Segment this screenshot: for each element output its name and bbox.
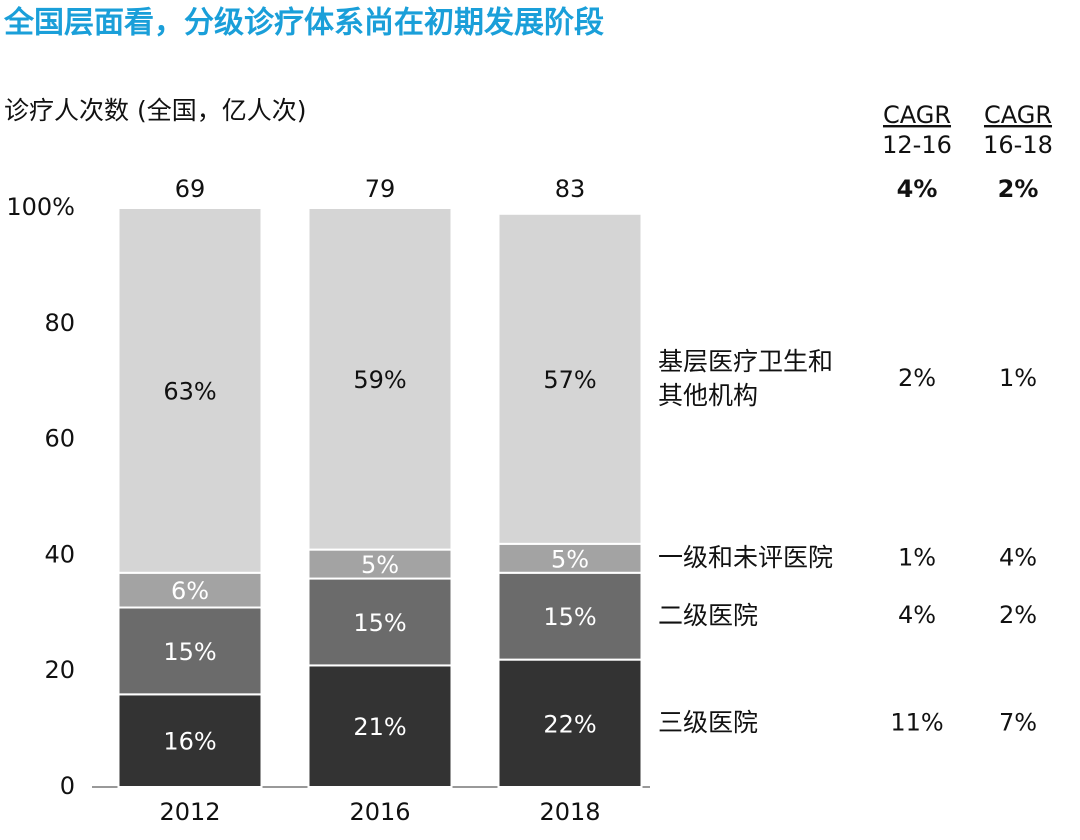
data-label: 22% (543, 710, 596, 738)
cagr-value: 4% (898, 601, 936, 629)
bar-segment (497, 542, 643, 574)
bar-segment (307, 577, 453, 667)
y-tick-label: 20 (44, 656, 75, 684)
data-label: 15% (163, 638, 216, 666)
bar-segment (307, 664, 453, 788)
x-tick-label: 2016 (349, 798, 410, 826)
data-label: 5% (361, 551, 399, 579)
data-label: 5% (551, 545, 589, 573)
cagr-value: 1% (999, 364, 1037, 392)
x-tick-label: 2012 (159, 798, 220, 826)
total-cagr: 2% (998, 175, 1039, 203)
x-tick-label: 2018 (539, 798, 600, 826)
bar-segment (497, 658, 643, 788)
legend-label: 一级和未评医院 (658, 543, 834, 573)
data-label: 21% (353, 713, 406, 741)
cagr-value: 11% (890, 708, 943, 736)
cagr-header: 12-16 (882, 131, 952, 159)
chart-title: 全国层面看，分级诊疗体系尚在初期发展阶段 (3, 6, 604, 41)
cagr-header: 16-18 (983, 131, 1053, 159)
data-label: 57% (543, 366, 596, 394)
legend-label: 三级医院 (658, 708, 759, 738)
data-label: 15% (353, 609, 406, 637)
y-tick-label: 60 (44, 425, 75, 453)
y-tick-label: 80 (44, 309, 75, 337)
bar-segment (497, 212, 643, 545)
y-tick-label: 100% (6, 193, 75, 221)
bar-segment (117, 207, 263, 574)
cagr-header: CAGR (984, 101, 1052, 129)
cagr-value: 2% (999, 601, 1037, 629)
y-axis-title: 诊疗人次数 (全国，亿人次) (4, 96, 306, 125)
legend-label: 二级医院 (658, 601, 759, 631)
total-cagr: 4% (897, 175, 938, 203)
bar-segment (117, 693, 263, 788)
y-tick-label: 40 (44, 540, 75, 568)
cagr-value: 7% (999, 708, 1037, 736)
cagr-header: CAGR (883, 101, 951, 129)
bar-segment (307, 548, 453, 580)
total-label: 79 (365, 175, 396, 203)
bar-segment (307, 207, 453, 551)
bar-segment (497, 571, 643, 661)
bar-segment (117, 606, 263, 696)
data-label: 6% (171, 577, 209, 605)
data-label: 63% (163, 377, 216, 405)
y-tick-label: 0 (60, 772, 75, 800)
cagr-value: 1% (898, 543, 936, 571)
data-label: 16% (163, 728, 216, 756)
cagr-value: 4% (999, 543, 1037, 571)
data-label: 59% (353, 366, 406, 394)
cagr-value: 2% (898, 364, 936, 392)
data-label: 15% (543, 603, 596, 631)
total-label: 69 (175, 175, 206, 203)
total-label: 83 (555, 175, 586, 203)
legend-label: 基层医疗卫生和其他机构 (658, 346, 834, 410)
